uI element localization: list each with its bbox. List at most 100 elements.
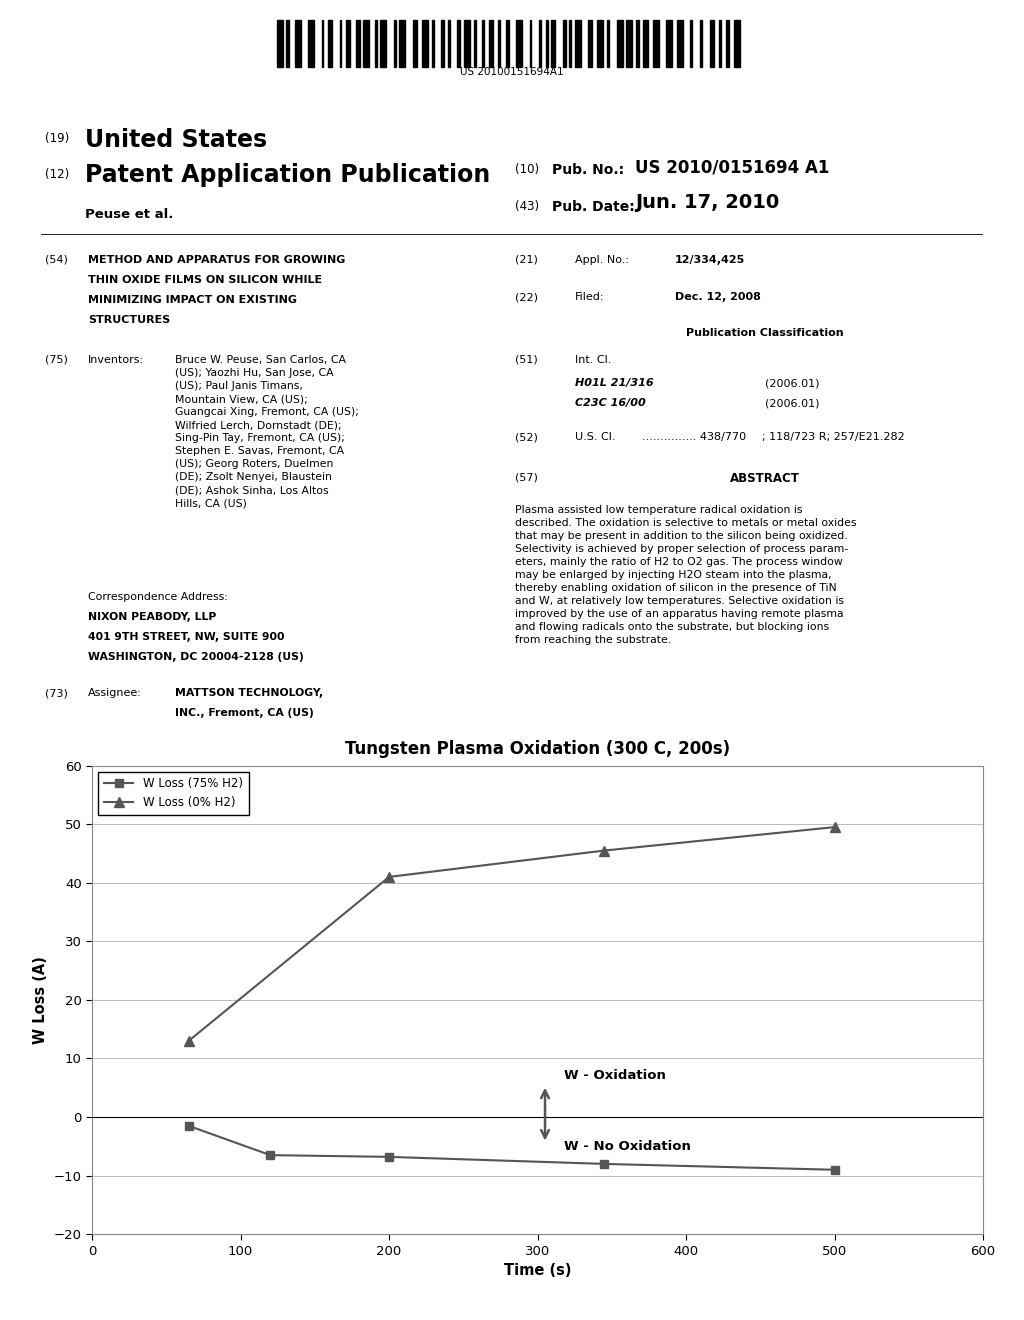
W Loss (75% H2) <box>383 1148 395 1164</box>
Bar <box>308 20 314 67</box>
W Loss (0% H2) <box>383 869 395 884</box>
Bar <box>295 20 301 67</box>
X-axis label: Time (s): Time (s) <box>504 1263 571 1278</box>
Y-axis label: W Loss (A): W Loss (A) <box>33 956 48 1044</box>
Text: U.S. Cl.: U.S. Cl. <box>575 432 615 442</box>
Text: Filed:: Filed: <box>575 292 604 302</box>
Text: METHOD AND APPARATUS FOR GROWING: METHOD AND APPARATUS FOR GROWING <box>88 255 345 265</box>
Text: WASHINGTON, DC 20004-2128 (US): WASHINGTON, DC 20004-2128 (US) <box>88 652 304 663</box>
Bar <box>488 20 493 67</box>
Text: (51): (51) <box>515 355 538 366</box>
Text: NIXON PEABODY, LLP: NIXON PEABODY, LLP <box>88 612 216 622</box>
Bar <box>447 20 450 67</box>
Text: Plasma assisted low temperature radical oxidation is
described. The oxidation is: Plasma assisted low temperature radical … <box>515 506 856 645</box>
W Loss (75% H2) <box>598 1156 610 1172</box>
Text: ABSTRACT: ABSTRACT <box>730 473 800 484</box>
Text: Pub. No.:: Pub. No.: <box>552 162 624 177</box>
Text: Peuse et al.: Peuse et al. <box>85 209 173 220</box>
Bar <box>539 20 541 67</box>
Text: Appl. No.:: Appl. No.: <box>575 255 629 265</box>
W Loss (75% H2) <box>264 1147 276 1163</box>
Bar <box>322 20 324 67</box>
Text: INC., Fremont, CA (US): INC., Fremont, CA (US) <box>175 708 313 718</box>
Bar <box>458 20 460 67</box>
Text: (19): (19) <box>45 132 70 145</box>
Text: US 2010/0151694 A1: US 2010/0151694 A1 <box>635 158 829 176</box>
Bar <box>636 20 639 67</box>
W Loss (75% H2) <box>828 1162 841 1177</box>
Bar <box>677 20 683 67</box>
Bar <box>551 20 555 67</box>
Text: W - Oxidation: W - Oxidation <box>564 1069 667 1082</box>
W Loss (0% H2) <box>182 1034 195 1049</box>
Text: THIN OXIDE FILMS ON SILICON WHILE: THIN OXIDE FILMS ON SILICON WHILE <box>88 275 323 285</box>
Bar <box>413 20 417 67</box>
Bar <box>474 20 476 67</box>
W Loss (0% H2) <box>598 842 610 858</box>
Bar <box>690 20 692 67</box>
Bar <box>734 20 739 67</box>
Bar <box>546 20 548 67</box>
Text: (73): (73) <box>45 688 68 698</box>
Bar <box>653 20 658 67</box>
Bar <box>569 20 571 67</box>
Bar <box>516 20 522 67</box>
Text: MATTSON TECHNOLOGY,: MATTSON TECHNOLOGY, <box>175 688 324 698</box>
W Loss (75% H2) <box>182 1118 195 1134</box>
Text: (2006.01): (2006.01) <box>765 399 819 408</box>
Bar <box>617 20 623 67</box>
Text: C23C 16/00: C23C 16/00 <box>575 399 646 408</box>
Text: Correspondence Address:: Correspondence Address: <box>88 591 228 602</box>
Bar <box>627 20 632 67</box>
Text: MINIMIZING IMPACT ON EXISTING: MINIMIZING IMPACT ON EXISTING <box>88 294 297 305</box>
Text: (43): (43) <box>515 201 539 213</box>
Bar <box>563 20 565 67</box>
Text: Int. Cl.: Int. Cl. <box>575 355 611 366</box>
Text: Patent Application Publication: Patent Application Publication <box>85 162 490 187</box>
Text: ; 118/723 R; 257/E21.282: ; 118/723 R; 257/E21.282 <box>762 432 905 442</box>
Bar <box>719 20 722 67</box>
Bar <box>529 20 531 67</box>
Bar <box>422 20 428 67</box>
Text: W - No Oxidation: W - No Oxidation <box>564 1140 691 1154</box>
Text: 401 9TH STREET, NW, SUITE 900: 401 9TH STREET, NW, SUITE 900 <box>88 632 285 642</box>
Text: 12/334,425: 12/334,425 <box>675 255 745 265</box>
Text: US 20100151694A1: US 20100151694A1 <box>460 66 564 77</box>
Bar <box>726 20 729 67</box>
Text: (21): (21) <box>515 255 538 265</box>
Bar <box>575 20 581 67</box>
Text: (10): (10) <box>515 162 539 176</box>
Bar <box>441 20 444 67</box>
Bar <box>643 20 648 67</box>
Text: Assignee:: Assignee: <box>88 688 142 698</box>
W Loss (0% H2) <box>828 820 841 836</box>
Bar <box>597 20 603 67</box>
Bar <box>375 20 377 67</box>
Text: Bruce W. Peuse, San Carlos, CA
(US); Yaozhi Hu, San Jose, CA
(US); Paul Janis Ti: Bruce W. Peuse, San Carlos, CA (US); Yao… <box>175 355 358 508</box>
Bar <box>276 20 283 67</box>
Text: ............... 438/770: ............... 438/770 <box>642 432 746 442</box>
Text: H01L 21/316: H01L 21/316 <box>575 378 653 388</box>
Bar <box>399 20 406 67</box>
Bar <box>482 20 484 67</box>
Bar <box>346 20 350 67</box>
Line: W Loss (0% H2): W Loss (0% H2) <box>184 822 840 1045</box>
Bar <box>381 20 386 67</box>
Bar <box>355 20 359 67</box>
Bar <box>667 20 672 67</box>
Bar <box>699 20 702 67</box>
Text: (57): (57) <box>515 473 538 482</box>
Bar <box>328 20 332 67</box>
Text: Publication Classification: Publication Classification <box>686 327 844 338</box>
Bar <box>287 20 289 67</box>
Text: Pub. Date:: Pub. Date: <box>552 201 635 214</box>
Text: (12): (12) <box>45 168 70 181</box>
Text: Jun. 17, 2010: Jun. 17, 2010 <box>635 193 779 213</box>
Bar <box>710 20 714 67</box>
Bar <box>394 20 395 67</box>
Text: (22): (22) <box>515 292 538 302</box>
Text: (75): (75) <box>45 355 68 366</box>
Bar <box>364 20 369 67</box>
Text: (2006.01): (2006.01) <box>765 378 819 388</box>
Bar <box>432 20 433 67</box>
